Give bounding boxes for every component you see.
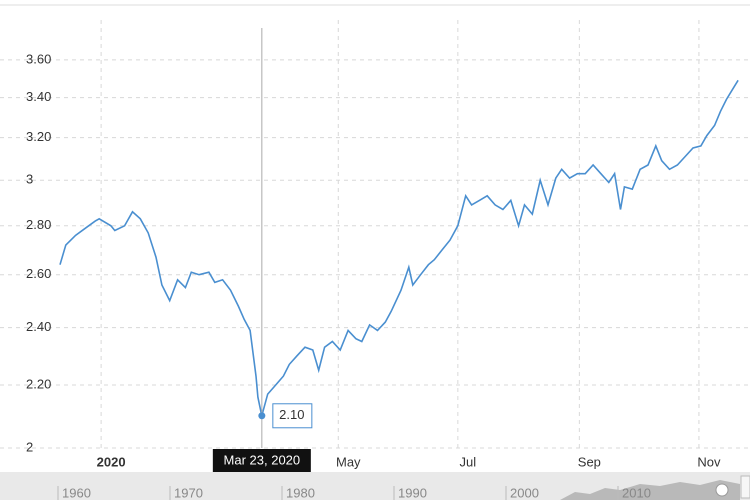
date-tooltip bbox=[212, 449, 311, 473]
y-tick-label: 2.20 bbox=[26, 376, 51, 391]
hover-point bbox=[258, 412, 266, 420]
x-tick-label: May bbox=[336, 454, 361, 469]
x-tick-label: 2020 bbox=[97, 454, 126, 469]
value-tooltip bbox=[272, 403, 313, 429]
navigator-area bbox=[560, 480, 740, 500]
y-tick-label: 3.20 bbox=[26, 129, 51, 144]
y-tick-label: 2.80 bbox=[26, 217, 51, 232]
navigator-label: 2010 bbox=[622, 485, 651, 500]
navigator-label: 2000 bbox=[510, 485, 539, 500]
y-tick-label: 3 bbox=[26, 172, 33, 187]
y-tick-label: 2 bbox=[26, 439, 33, 454]
line bbox=[59, 79, 739, 417]
navigator-handle[interactable] bbox=[715, 483, 729, 497]
x-tick-label: Nov bbox=[697, 454, 721, 469]
date-tooltip-label: Mar 23, 2020 bbox=[224, 452, 301, 467]
navigator-label: 1960 bbox=[62, 485, 91, 500]
y-tick-label: 2.40 bbox=[26, 319, 51, 334]
grid bbox=[0, 20, 750, 449]
y-tick-label: 3.40 bbox=[26, 89, 51, 104]
x-tick-label: Sep bbox=[578, 454, 601, 469]
navigator-label: 1980 bbox=[286, 485, 315, 500]
y-tick-label: 3.60 bbox=[26, 51, 51, 66]
y-tick-label: 2.60 bbox=[26, 266, 51, 281]
navigator-labels: 1960 1970 1980 1990 2000 2010 bbox=[57, 485, 651, 500]
navigator-label: 1990 bbox=[398, 485, 427, 500]
plot: 2.10 Mar 23, 2020 bbox=[59, 28, 739, 473]
navigator-grip[interactable] bbox=[740, 475, 750, 499]
value-tooltip-label: 2.10 bbox=[279, 407, 304, 422]
x-tick-label: Jul bbox=[460, 454, 477, 469]
navigator-label: 1970 bbox=[174, 485, 203, 500]
